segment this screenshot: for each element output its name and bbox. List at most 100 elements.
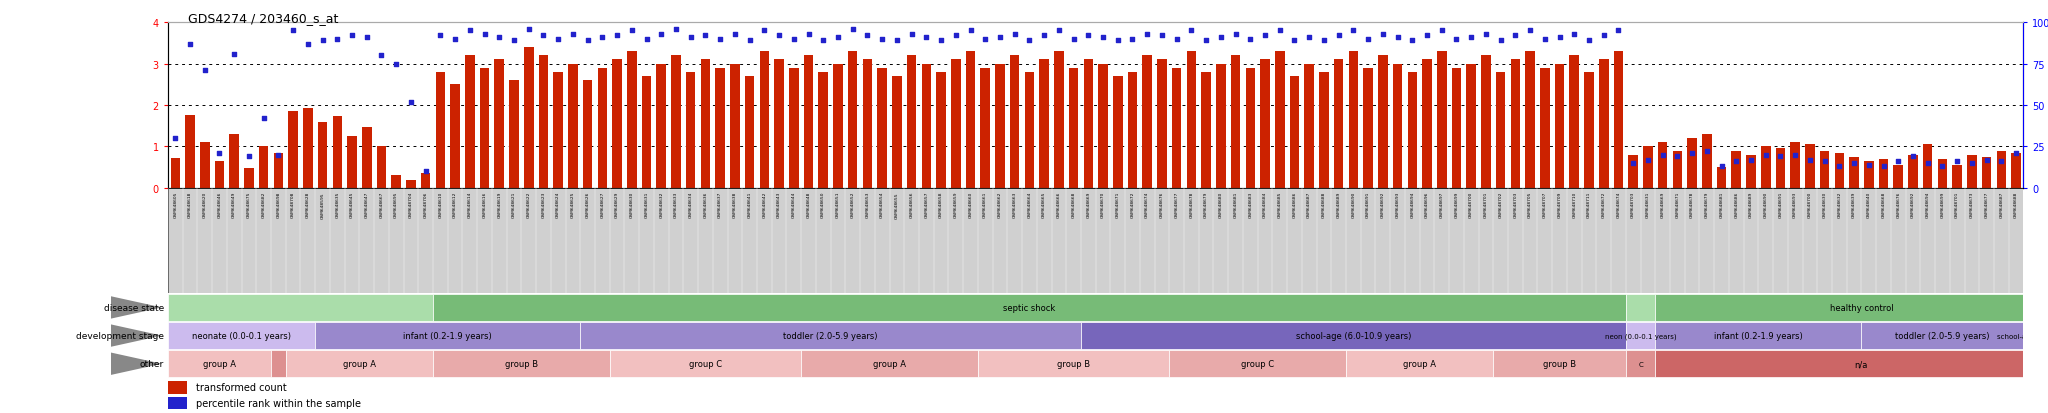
Point bbox=[262, 152, 295, 159]
Point bbox=[1278, 38, 1311, 45]
Bar bbox=[1364, 69, 1372, 188]
Bar bbox=[834, 64, 844, 188]
Point bbox=[469, 31, 502, 38]
Point bbox=[793, 31, 825, 38]
Bar bbox=[1526, 52, 1534, 188]
Bar bbox=[1655, 322, 1862, 349]
Bar bbox=[1688, 139, 1698, 188]
Text: GSM648672: GSM648672 bbox=[1602, 192, 1606, 218]
Bar bbox=[1702, 135, 1712, 188]
Text: toddler (2.0-5.9 years): toddler (2.0-5.9 years) bbox=[1894, 331, 1991, 340]
Text: GSM648669: GSM648669 bbox=[1661, 192, 1665, 218]
Point bbox=[1647, 152, 1679, 159]
Point bbox=[852, 33, 885, 40]
Text: group A: group A bbox=[872, 359, 905, 368]
Point bbox=[674, 35, 707, 41]
Bar bbox=[1614, 52, 1624, 188]
Point bbox=[1528, 36, 1561, 43]
Text: GSM648700: GSM648700 bbox=[1808, 192, 1812, 218]
Text: GSM648632: GSM648632 bbox=[1837, 192, 1841, 218]
Point bbox=[807, 38, 840, 45]
Bar bbox=[1319, 73, 1329, 188]
Text: GSM648656: GSM648656 bbox=[909, 192, 913, 218]
Text: GSM648699: GSM648699 bbox=[1939, 192, 1944, 218]
Point bbox=[512, 26, 545, 33]
Text: neon (0.0-0.1 years): neon (0.0-0.1 years) bbox=[1606, 332, 1677, 339]
Text: GSM648655: GSM648655 bbox=[895, 192, 899, 218]
Point bbox=[1690, 149, 1722, 155]
Bar bbox=[1098, 64, 1108, 188]
Text: group A: group A bbox=[342, 359, 377, 368]
Bar bbox=[1038, 60, 1049, 188]
Text: GSM648671: GSM648671 bbox=[1675, 192, 1679, 218]
Bar bbox=[168, 382, 188, 394]
Bar bbox=[657, 64, 666, 188]
Bar bbox=[274, 153, 283, 188]
Bar bbox=[168, 350, 270, 377]
Bar bbox=[170, 159, 180, 188]
Bar bbox=[1716, 168, 1726, 188]
Bar bbox=[1626, 350, 1655, 377]
Point bbox=[1366, 31, 1399, 38]
Text: GSM648694: GSM648694 bbox=[1925, 192, 1929, 218]
Text: GSM648693: GSM648693 bbox=[1395, 192, 1399, 218]
Text: GSM648697: GSM648697 bbox=[1440, 192, 1444, 218]
Point bbox=[1204, 35, 1237, 41]
Text: septic shock: septic shock bbox=[1004, 303, 1055, 312]
Bar bbox=[1894, 166, 1903, 188]
Bar bbox=[1438, 52, 1446, 188]
Point bbox=[688, 33, 721, 40]
Point bbox=[940, 33, 973, 40]
Bar bbox=[848, 52, 858, 188]
Point bbox=[954, 28, 987, 35]
Text: GSM648653: GSM648653 bbox=[866, 192, 870, 218]
Point bbox=[1264, 28, 1296, 35]
Bar bbox=[598, 69, 606, 188]
Bar bbox=[1585, 73, 1593, 188]
Bar bbox=[465, 56, 475, 188]
Text: GSM648686: GSM648686 bbox=[1292, 192, 1296, 218]
Text: GSM648692: GSM648692 bbox=[1911, 192, 1915, 218]
Text: GSM648663: GSM648663 bbox=[1012, 192, 1016, 218]
Point bbox=[217, 51, 250, 58]
Point bbox=[1323, 33, 1356, 40]
Text: group C: group C bbox=[1241, 359, 1274, 368]
Text: GSM648620: GSM648620 bbox=[203, 192, 207, 218]
Bar bbox=[432, 350, 610, 377]
Point bbox=[1513, 28, 1546, 35]
Text: GSM648710: GSM648710 bbox=[1573, 192, 1577, 218]
Point bbox=[1042, 28, 1075, 35]
Text: infant (0.2-1.9 years): infant (0.2-1.9 years) bbox=[403, 331, 492, 340]
Bar bbox=[922, 64, 932, 188]
Text: GSM648683: GSM648683 bbox=[1249, 192, 1251, 218]
Point bbox=[1233, 36, 1266, 43]
Point bbox=[1116, 36, 1149, 43]
Bar bbox=[1393, 64, 1403, 188]
Bar bbox=[729, 64, 739, 188]
Point bbox=[1956, 160, 1989, 167]
Text: group C: group C bbox=[688, 359, 723, 368]
Text: group A: group A bbox=[203, 359, 236, 368]
Text: GSM648624: GSM648624 bbox=[557, 192, 561, 218]
Point bbox=[350, 35, 383, 41]
Point bbox=[1999, 150, 2032, 157]
Point bbox=[276, 28, 309, 35]
Text: school-age (6.0-10.9 years): school-age (6.0-10.9 years) bbox=[1997, 332, 2048, 339]
Bar bbox=[981, 69, 989, 188]
Bar bbox=[1878, 159, 1888, 188]
Bar bbox=[377, 147, 387, 188]
Bar bbox=[1864, 161, 1874, 188]
Bar bbox=[1493, 350, 1626, 377]
Bar bbox=[1128, 73, 1137, 188]
Polygon shape bbox=[111, 297, 162, 319]
Bar bbox=[1655, 294, 2048, 321]
Bar bbox=[1776, 149, 1786, 188]
Text: GSM648666: GSM648666 bbox=[1057, 192, 1061, 218]
Text: GSM648709: GSM648709 bbox=[1559, 192, 1561, 218]
Bar bbox=[510, 81, 518, 188]
Text: GSM648658: GSM648658 bbox=[940, 192, 942, 218]
Text: GSM648642: GSM648642 bbox=[762, 192, 766, 218]
Point bbox=[1720, 159, 1753, 165]
Point bbox=[1632, 157, 1665, 164]
Text: GSM648635: GSM648635 bbox=[336, 192, 340, 218]
